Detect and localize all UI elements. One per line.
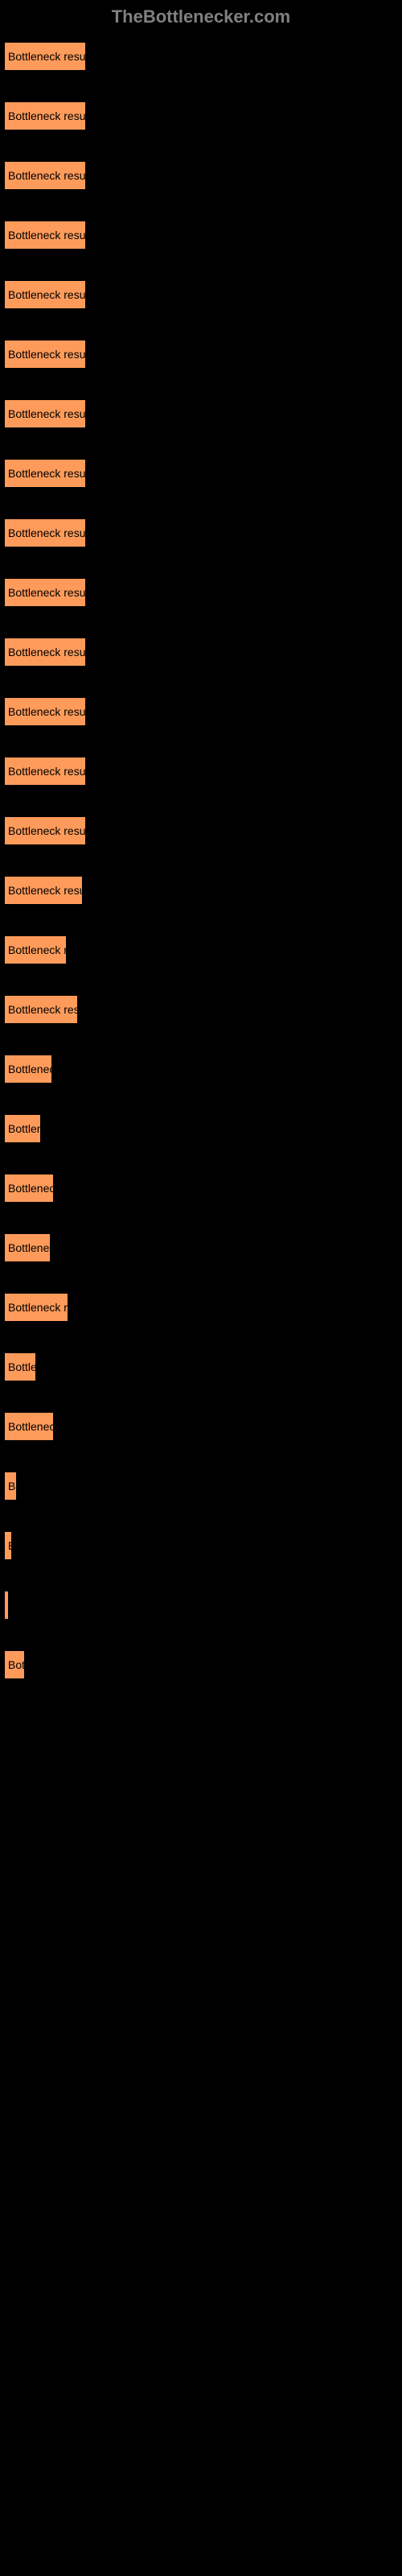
bar-label: Bott <box>8 1658 25 1671</box>
bar-label: Bottleneck result <box>8 467 86 480</box>
bar-label: Bottleneck result <box>8 229 86 242</box>
bar-label: Bottleneck resu <box>8 1003 78 1016</box>
bar-row: Bottleneck result <box>4 876 398 905</box>
chart-bar: Bottleneck result <box>4 518 86 547</box>
bar-row: Bott <box>4 1650 398 1679</box>
chart-bar: Bottlene <box>4 1114 41 1143</box>
bar-label: Bottleneck <box>8 1241 51 1254</box>
chart-bar: Bottleneck result <box>4 638 86 667</box>
chart-bar: Bottleneck result <box>4 697 86 726</box>
bar-label: Bottleneck result <box>8 526 86 539</box>
chart-bar: Bott <box>4 1650 25 1679</box>
bar-row: Bottleneck re <box>4 935 398 964</box>
bar-label: Bottleneck result <box>8 884 83 897</box>
bar-label: Bottleneck re <box>8 943 67 956</box>
bar-label: Bottleneck <box>8 1063 52 1075</box>
chart-bar: Bottleneck <box>4 1174 54 1203</box>
bar-row: Bottleneck result <box>4 101 398 130</box>
bar-row: B <box>4 1531 398 1560</box>
bar-label: Bottleneck result <box>8 407 86 420</box>
bar-row: Bottleneck re <box>4 1293 398 1322</box>
chart-bar: Bottleneck result <box>4 757 86 786</box>
chart-bar: B <box>4 1531 12 1560</box>
bar-label: Bottler <box>8 1360 36 1373</box>
chart-bar: Bottleneck result <box>4 459 86 488</box>
bar-label: Bottlene <box>8 1122 41 1135</box>
bar-row: Bottleneck result <box>4 459 398 488</box>
chart-bar: Bottleneck result <box>4 161 86 190</box>
chart-bar: Bottleneck result <box>4 101 86 130</box>
chart-bar: Bottleneck result <box>4 578 86 607</box>
chart-bar: Bottleneck <box>4 1055 52 1084</box>
chart-bar: Bottleneck result <box>4 280 86 309</box>
chart-bar: Bottleneck <box>4 1233 51 1262</box>
chart-bar: Bo <box>4 1472 17 1501</box>
bar-row: Bottlene <box>4 1114 398 1143</box>
chart-bar: Bottleneck result <box>4 876 83 905</box>
bar-label: Bo <box>8 1480 17 1492</box>
site-title: TheBottlenecker.com <box>112 6 291 27</box>
bar-row: Bottleneck <box>4 1233 398 1262</box>
bar-label: Bottleneck <box>8 1182 54 1195</box>
bar-label: Bottleneck re <box>8 1301 68 1314</box>
bar-row: Bottleneck result <box>4 340 398 369</box>
site-header: TheBottlenecker.com <box>0 0 402 34</box>
chart-bar: Bottleneck resu <box>4 995 78 1024</box>
chart-bar: Bottleneck result <box>4 221 86 250</box>
chart-bar: Bottleneck re <box>4 1293 68 1322</box>
bar-row: Bottleneck result <box>4 518 398 547</box>
bar-row: Bottleneck result <box>4 697 398 726</box>
bar-label: Bottleneck result <box>8 824 86 837</box>
bar-row: Bottler <box>4 1352 398 1381</box>
chart-bar <box>4 1591 9 1620</box>
bar-row: Bottleneck <box>4 1174 398 1203</box>
bar-label: Bottleneck result <box>8 646 86 658</box>
bar-row: Bottleneck result <box>4 578 398 607</box>
bar-label: B <box>8 1539 12 1552</box>
bar-label: Bottleneck result <box>8 705 86 718</box>
bar-label: Bottleneck result <box>8 348 86 361</box>
chart-bar: Bottleneck result <box>4 816 86 845</box>
chart-bar: Bottleneck re <box>4 935 67 964</box>
bar-row <box>4 1591 398 1620</box>
bar-row: Bottleneck result <box>4 757 398 786</box>
chart-bar: Bottleneck result <box>4 340 86 369</box>
bar-row: Bottleneck result <box>4 399 398 428</box>
bar-row: Bottleneck result <box>4 221 398 250</box>
bar-row: Bottleneck <box>4 1412 398 1441</box>
bar-label: Bottleneck result <box>8 288 86 301</box>
bar-label: Bottleneck result <box>8 50 86 63</box>
bar-row: Bottleneck resu <box>4 995 398 1024</box>
bar-row: Bottleneck result <box>4 42 398 71</box>
chart-bar: Bottleneck result <box>4 399 86 428</box>
bar-row: Bottleneck result <box>4 638 398 667</box>
chart-bar: Bottler <box>4 1352 36 1381</box>
bar-label: Bottleneck result <box>8 765 86 778</box>
bar-label: Bottleneck <box>8 1420 54 1433</box>
bar-row: Bo <box>4 1472 398 1501</box>
bar-label: Bottleneck result <box>8 169 86 182</box>
chart-bar: Bottleneck <box>4 1412 54 1441</box>
bar-chart: Bottleneck result Bottleneck result Bottle… <box>0 34 402 1718</box>
bar-row: Bottleneck <box>4 1055 398 1084</box>
bar-row: Bottleneck result <box>4 161 398 190</box>
bar-row: Bottleneck result <box>4 816 398 845</box>
chart-bar: Bottleneck result <box>4 42 86 71</box>
bar-row: Bottleneck result <box>4 280 398 309</box>
bar-label: Bottleneck result <box>8 586 86 599</box>
bar-label: Bottleneck result <box>8 109 86 122</box>
